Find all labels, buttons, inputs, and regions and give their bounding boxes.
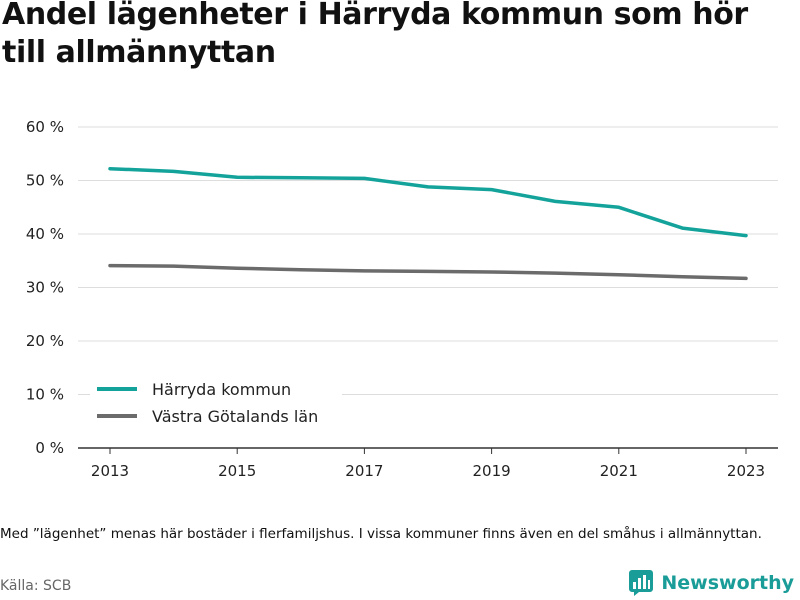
grid-lines [78, 126, 778, 395]
x-tick-label: 2013 [91, 462, 129, 480]
legend-background [90, 372, 342, 430]
y-tick-label: 10 % [26, 386, 64, 404]
source-label: Källa: SCB [0, 578, 72, 594]
legend-label: Västra Götalands län [152, 407, 318, 426]
y-tick-label: 20 % [26, 332, 64, 350]
bar-chart-logo-icon [629, 570, 654, 596]
y-axis-ticks: 0 % 10 % 20 % 30 % 40 % 50 % 60 % [26, 118, 64, 457]
brand-name: Newsworthy [661, 572, 794, 594]
x-tick-label: 2021 [600, 462, 638, 480]
x-tick-label: 2015 [218, 462, 256, 480]
y-tick-label: 50 % [26, 172, 64, 190]
legend: Härryda kommun Västra Götalands län [90, 372, 342, 430]
legend-label: Härryda kommun [152, 380, 291, 399]
series-line [108, 263, 748, 281]
x-axis: 2013 2015 2017 2019 2021 2023 [78, 447, 778, 480]
y-tick-label: 30 % [26, 279, 64, 297]
line-chart: 0 % 10 % 20 % 30 % 40 % 50 % 60 % 2013 2015 2017… [26, 118, 778, 480]
series-lines [108, 166, 748, 281]
x-tick-label: 2019 [473, 462, 511, 480]
series-line [108, 166, 748, 238]
chart-title: Andel lägenheter i Härryda kommun som hö… [2, 0, 748, 70]
x-tick-label: 2023 [727, 462, 765, 480]
y-tick-label: 40 % [26, 225, 64, 243]
footnote: Med ”lägenhet” menas här bostäder i fler… [0, 526, 762, 542]
x-tick-label: 2017 [345, 462, 383, 480]
brand-logo[interactable]: Newsworthy [629, 570, 794, 596]
y-tick-label: 60 % [26, 118, 64, 136]
y-tick-label: 0 % [35, 439, 64, 457]
